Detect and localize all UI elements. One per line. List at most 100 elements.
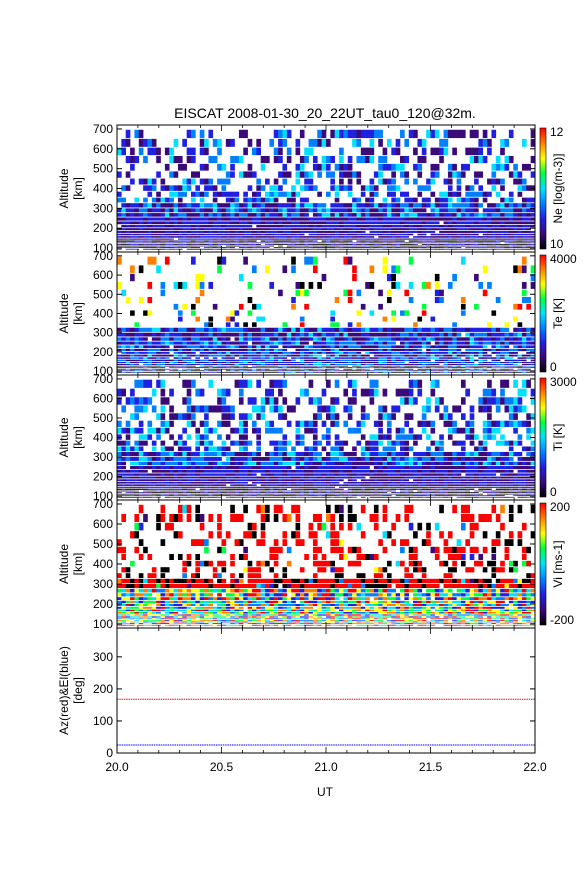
heatmap-cell bbox=[126, 349, 131, 351]
heatmap-cell bbox=[147, 372, 152, 373]
heatmap-cell bbox=[518, 369, 523, 370]
heatmap-cell bbox=[143, 482, 148, 484]
heatmap-cell bbox=[165, 473, 170, 475]
heatmap-cell bbox=[265, 482, 270, 484]
heatmap-cell bbox=[343, 247, 348, 248]
heatmap-cell bbox=[226, 337, 231, 340]
heatmap-cell bbox=[252, 249, 257, 250]
heatmap-cell bbox=[291, 405, 296, 412]
heatmap-cell bbox=[243, 328, 248, 332]
heatmap-cell bbox=[256, 494, 261, 495]
heatmap-cell bbox=[226, 405, 231, 412]
heatmap-cell bbox=[265, 421, 270, 427]
heatmap-cell bbox=[361, 366, 366, 367]
heatmap-cell bbox=[261, 457, 266, 461]
heatmap-cell bbox=[187, 130, 192, 138]
heatmap-cell bbox=[465, 246, 470, 247]
heatmap-cell bbox=[317, 221, 322, 224]
heatmap-cell bbox=[426, 217, 431, 220]
heatmap-cell bbox=[117, 239, 122, 240]
heatmap-cell bbox=[134, 452, 139, 456]
heatmap-cell bbox=[352, 328, 357, 332]
heatmap-cell bbox=[287, 473, 292, 475]
heatmap-cell bbox=[191, 328, 196, 332]
heatmap-cell bbox=[182, 213, 187, 217]
heatmap-cell bbox=[370, 217, 375, 220]
heatmap-cell bbox=[387, 372, 392, 373]
heatmap-cell bbox=[143, 208, 148, 212]
heatmap-cell bbox=[248, 345, 253, 348]
heatmap-cell bbox=[252, 234, 257, 236]
heatmap-cell bbox=[117, 446, 122, 451]
heatmap-cell bbox=[217, 434, 222, 439]
heatmap-cell bbox=[256, 246, 261, 247]
heatmap-cell bbox=[500, 362, 505, 363]
heatmap-cell bbox=[339, 352, 344, 354]
heatmap-cell bbox=[339, 242, 344, 243]
heatmap-cell bbox=[444, 130, 449, 138]
heatmap-cell bbox=[356, 213, 361, 217]
heatmap-cell bbox=[200, 421, 205, 427]
heatmap-cell bbox=[217, 389, 222, 397]
heatmap-cell bbox=[352, 370, 357, 371]
heatmap-cell bbox=[213, 240, 218, 241]
heatmap-cell bbox=[147, 428, 152, 434]
heatmap-cell bbox=[296, 462, 301, 466]
heatmap-cell bbox=[161, 462, 166, 466]
heatmap-cell bbox=[252, 304, 257, 310]
heatmap-cell bbox=[409, 234, 414, 236]
heatmap-cell bbox=[413, 372, 418, 373]
heatmap-cell bbox=[457, 228, 462, 230]
heatmap-cell bbox=[165, 362, 170, 363]
heatmap-cell bbox=[522, 164, 527, 171]
heatmap-cell bbox=[195, 228, 200, 230]
heatmap-cell bbox=[491, 240, 496, 241]
heatmap-cell bbox=[348, 357, 353, 359]
heatmap-cell bbox=[130, 179, 135, 185]
heatmap-cell bbox=[383, 246, 388, 247]
heatmap-cell bbox=[208, 352, 213, 354]
heatmap-cell bbox=[422, 139, 427, 147]
heatmap-cell bbox=[509, 369, 514, 370]
heatmap-cell bbox=[296, 282, 301, 289]
heatmap-cell bbox=[296, 203, 301, 207]
heatmap-cell bbox=[204, 364, 209, 365]
heatmap-cell bbox=[165, 333, 170, 337]
heatmap-cell bbox=[505, 198, 510, 203]
heatmap-cell bbox=[226, 345, 231, 348]
heatmap-cell bbox=[461, 240, 466, 241]
heatmap-cell bbox=[505, 242, 510, 243]
heatmap-cell bbox=[248, 466, 253, 469]
heatmap-cell bbox=[426, 352, 431, 354]
heatmap-cell bbox=[304, 489, 309, 490]
heatmap-cell bbox=[335, 185, 340, 191]
heatmap-cell bbox=[195, 234, 200, 236]
heatmap-cell bbox=[448, 369, 453, 370]
heatmap-cell bbox=[296, 492, 301, 493]
heatmap-cell bbox=[235, 352, 240, 354]
heatmap-cell bbox=[235, 477, 240, 479]
heatmap-cell bbox=[169, 482, 174, 484]
heatmap-cell bbox=[239, 228, 244, 230]
heatmap-cell bbox=[335, 333, 340, 337]
heatmap-cell bbox=[187, 380, 192, 388]
heatmap-cell bbox=[174, 466, 179, 469]
heatmap-cell bbox=[178, 249, 183, 250]
heatmap-cell bbox=[126, 428, 131, 434]
heatmap-cell bbox=[383, 372, 388, 373]
heatmap-cell bbox=[152, 487, 157, 488]
heatmap-cell bbox=[226, 452, 231, 456]
heatmap-cell bbox=[496, 370, 501, 371]
heatmap-cell bbox=[239, 328, 244, 332]
heatmap-cell bbox=[361, 247, 366, 248]
heatmap-cell bbox=[526, 231, 531, 233]
heatmap-cell bbox=[130, 164, 135, 171]
heatmap-cell bbox=[452, 242, 457, 243]
heatmap-cell bbox=[496, 355, 501, 357]
heatmap-cell bbox=[204, 231, 209, 233]
heatmap-cell bbox=[156, 352, 161, 354]
heatmap-cell bbox=[370, 239, 375, 240]
heatmap-cell bbox=[169, 497, 174, 498]
heatmap-cell bbox=[208, 470, 213, 473]
heatmap-cell bbox=[156, 462, 161, 466]
